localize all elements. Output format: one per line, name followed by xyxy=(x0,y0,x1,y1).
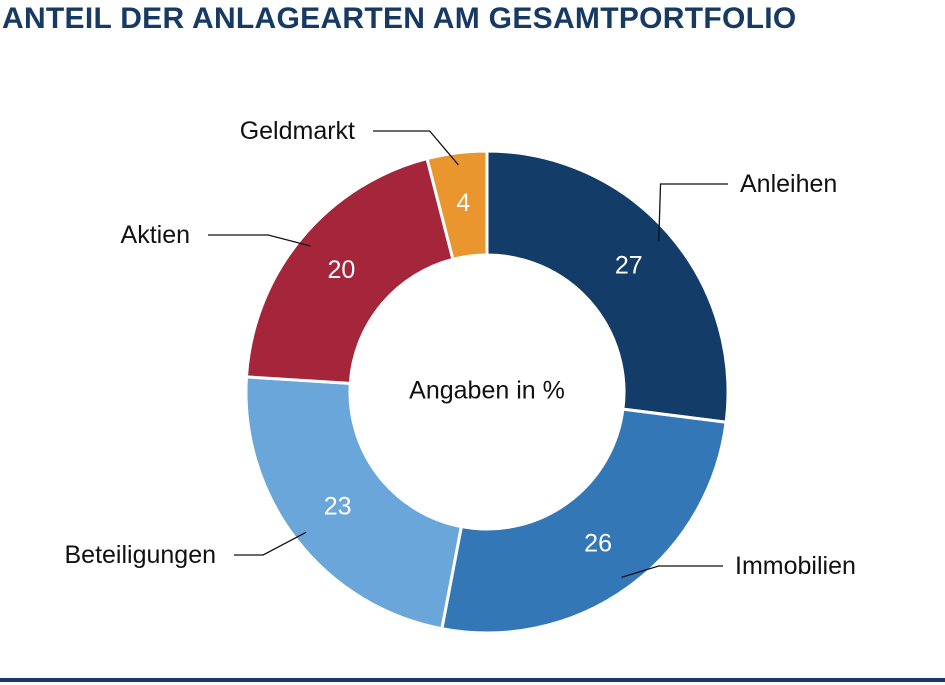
slice-label-anleihen: Anleihen xyxy=(740,170,837,198)
slice-label-geldmarkt: Geldmarkt xyxy=(240,117,355,145)
value-label-geldmarkt: 4 xyxy=(456,189,470,217)
slice-label-immobilien: Immobilien xyxy=(735,552,856,580)
value-label-anleihen: 27 xyxy=(615,252,643,280)
slice-beteiligungen xyxy=(244,375,464,631)
slice-immobilien xyxy=(440,407,728,635)
center-label: Angaben in % xyxy=(409,377,565,405)
leader-line-anleihen xyxy=(658,183,728,241)
chart-title: ANTEIL DER ANLAGEARTEN AM GESAMTPORTFOLI… xyxy=(2,2,797,35)
leader-line-beteiligungen xyxy=(234,531,307,556)
leader-line-immobilien xyxy=(621,565,723,578)
bottom-divider xyxy=(0,678,945,682)
leader-line-geldmarkt xyxy=(373,130,459,166)
value-label-aktien: 20 xyxy=(327,256,355,284)
slice-anleihen xyxy=(485,149,730,424)
value-label-immobilien: 26 xyxy=(584,530,612,558)
slice-aktien xyxy=(244,156,455,385)
leader-line-aktien xyxy=(208,234,311,247)
slice-geldmarkt xyxy=(425,149,489,262)
slice-label-beteiligungen: Beteiligungen xyxy=(64,541,216,569)
value-label-beteiligungen: 23 xyxy=(324,492,352,520)
slice-label-aktien: Aktien xyxy=(121,221,190,249)
